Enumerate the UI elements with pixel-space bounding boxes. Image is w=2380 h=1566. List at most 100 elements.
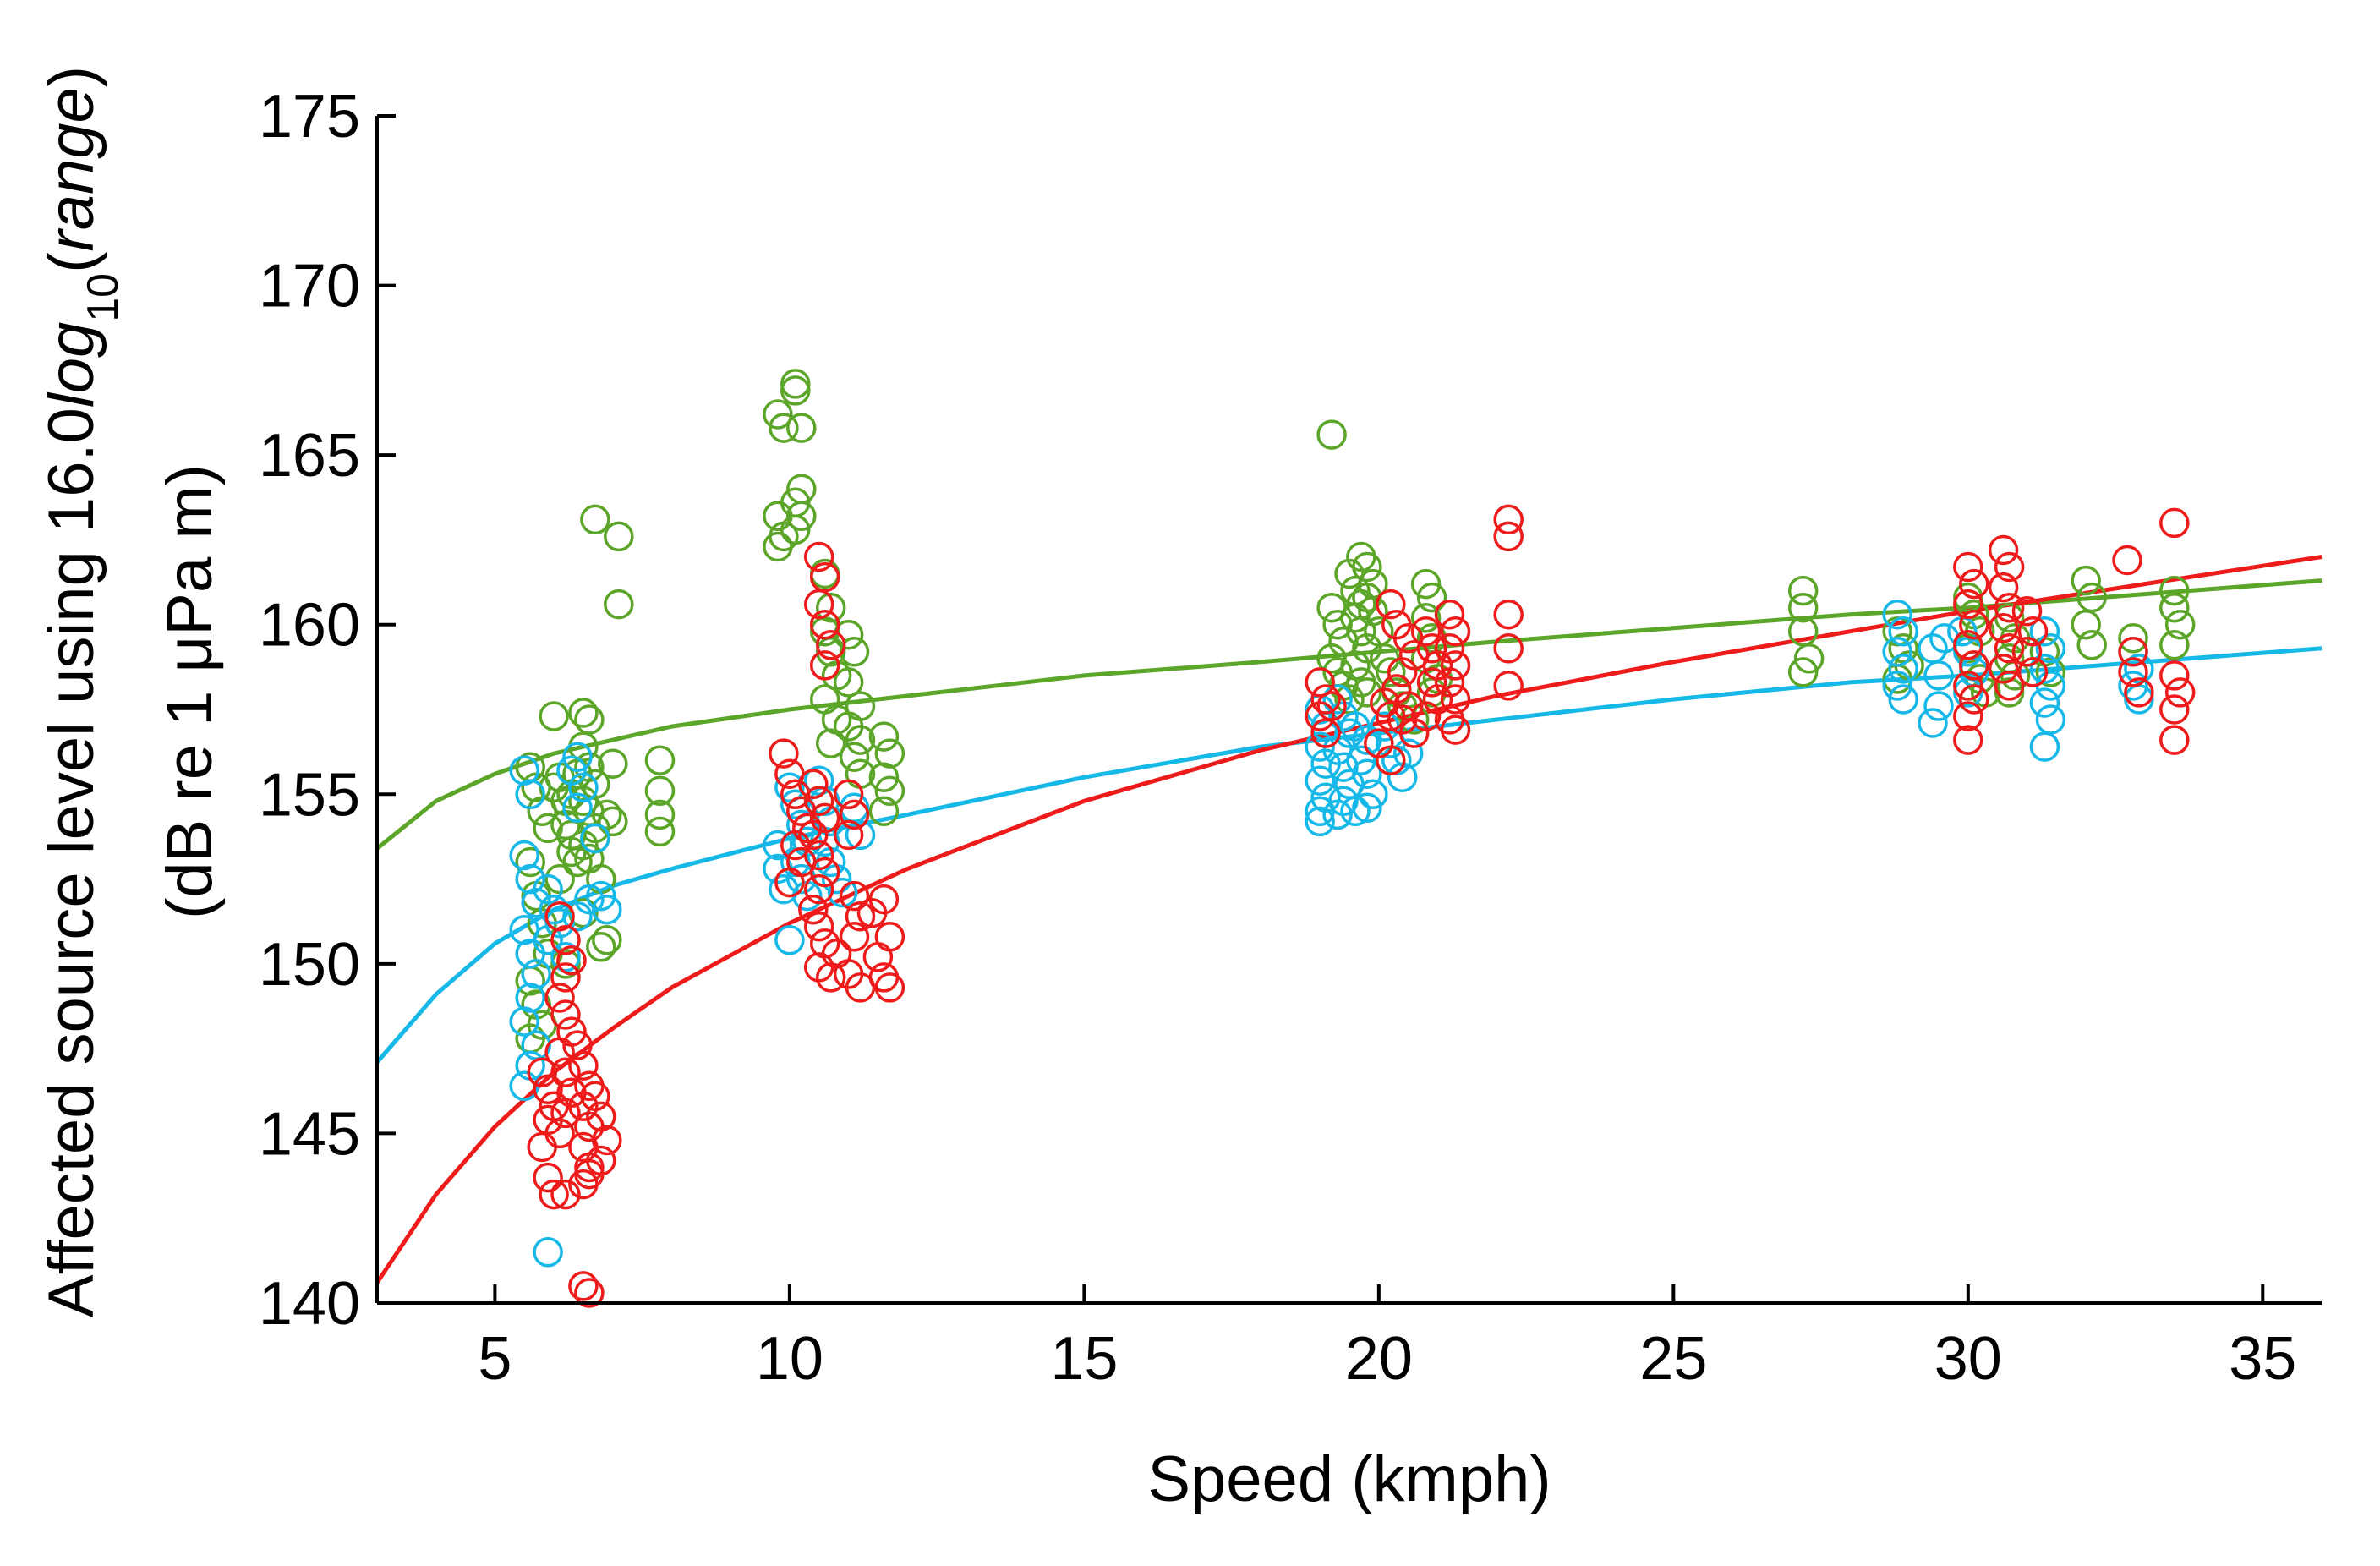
red-point [1493,599,1524,630]
red-point [809,650,840,681]
red-point [833,819,864,851]
green-point [1316,419,1347,450]
blue-point [1392,738,1424,769]
green-point [868,721,900,752]
green-point [1410,568,1442,600]
blue-point [2029,654,2060,684]
blue-point [550,942,581,972]
green-point [1787,592,1819,623]
green-point [1994,677,2025,708]
red-point [1376,745,1406,775]
red-point [809,857,840,888]
blue-series [509,599,2154,1268]
blue-point [1923,691,1954,721]
red-point [2159,694,2190,725]
red-point [839,922,870,952]
green-point [815,592,846,623]
y-tick-label: 165 [259,422,360,490]
blue-point [1888,654,1918,684]
red-point [2164,677,2196,708]
x-tick-label: 20 [1345,1325,1413,1393]
blue-point [803,765,834,796]
red-point [2159,507,2190,539]
red-point [1953,701,1983,731]
red-point [544,983,575,1013]
red-point [2011,595,2043,627]
green-point [2164,609,2196,640]
red-point [2017,657,2049,687]
green-point [568,698,599,728]
red-point [550,962,581,993]
blue-point [827,877,858,908]
y-tick-label: 155 [259,761,360,829]
blue-point [580,823,610,854]
red-point [839,880,870,912]
y-tick-label: 170 [259,253,360,320]
green-point [763,399,793,430]
red-point [803,589,834,620]
green-point [644,775,676,807]
red-point [568,1271,599,1301]
blue-point [1923,660,1954,691]
red-point [1959,568,1989,600]
green-point [539,701,569,731]
green-point [2076,630,2107,660]
green-point [2071,609,2101,640]
blue-point [509,840,539,871]
green-point [2071,565,2101,596]
green-point [2118,623,2148,654]
green-point [580,504,610,535]
blue-point [1882,599,1912,630]
blue-point [556,755,587,786]
red-point [550,999,581,1030]
red-point [2124,677,2154,708]
green-point [2159,630,2190,660]
red-point [1953,630,1983,660]
red-point [1370,687,1400,718]
green-point [604,521,634,552]
red-point [1988,534,2019,566]
red-point [1310,684,1341,715]
blue-point [1305,731,1335,762]
green-point [1358,595,1388,627]
green-point [1793,643,1825,674]
blue-point [1882,671,1912,701]
blue-point [586,880,616,912]
red-point [845,901,876,932]
data-markers [509,369,2196,1308]
red-point [562,1030,593,1060]
x-tick-label: 15 [1050,1325,1118,1393]
red-point [1994,592,2025,623]
green-point [868,796,900,827]
green-point [604,589,634,620]
blue-point [533,1237,563,1268]
blue-point [1918,633,1948,664]
red-point [1440,684,1471,715]
green-point [644,816,676,847]
green-point [809,684,840,715]
red-point [1434,633,1465,664]
blue-point [774,772,805,803]
red-point [1376,701,1406,731]
red-point [803,786,834,817]
axes [375,116,2322,1305]
red-point [568,1050,599,1081]
red-point [1994,633,2025,664]
red-point [815,630,846,660]
red-point [1959,650,1989,681]
green-point [592,799,622,830]
red-point [1988,572,2019,603]
red-point [2112,545,2142,576]
blue-point [845,819,876,851]
green-point [544,863,575,895]
green-point [815,728,846,758]
green-point [556,836,587,868]
green-point [874,738,905,769]
green-point [1416,582,1447,613]
red-point [1440,616,1471,647]
x-axis-label: Speed (kmph) [1147,1443,1551,1515]
green-point [786,501,817,532]
red-point [544,901,575,932]
red-point [1493,633,1524,664]
red-point [1434,667,1465,698]
